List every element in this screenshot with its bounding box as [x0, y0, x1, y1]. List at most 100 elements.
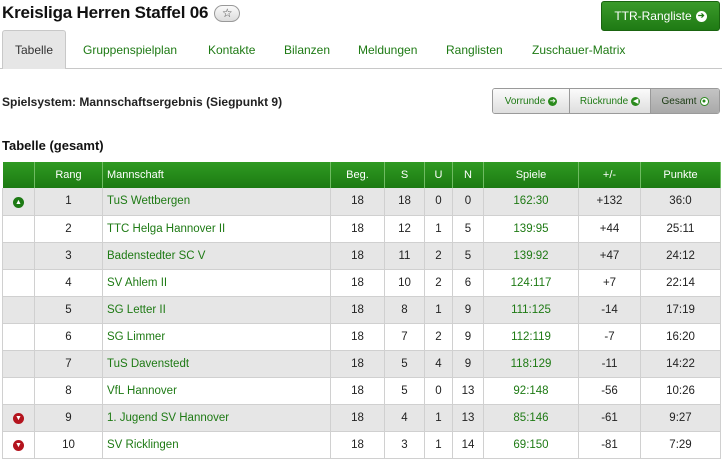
table-row: ▼ 10 SV Ricklingen 18 3 1 14 69:150 -81 7:29 [2, 431, 721, 459]
beg-cell: 18 [330, 269, 385, 297]
beg-cell: 18 [330, 242, 385, 270]
status-cell [2, 242, 35, 270]
round-segmented-control: Vorrunde ➔ Rückrunde ◀ Gesamt ● [492, 88, 720, 114]
team-link[interactable]: VfL Hannover [102, 377, 331, 405]
team-link[interactable]: SV Ricklingen [102, 431, 331, 459]
u-cell: 1 [424, 431, 453, 459]
s-cell: 3 [384, 431, 425, 459]
s-cell: 5 [384, 377, 425, 405]
status-cell [2, 215, 35, 243]
n-cell: 5 [452, 215, 484, 243]
beg-cell: 18 [330, 215, 385, 243]
diff-cell: -7 [578, 323, 641, 351]
beg-cell: 18 [330, 404, 385, 432]
tab-meldungen[interactable]: Meldungen [358, 30, 417, 69]
tab-kontakte[interactable]: Kontakte [208, 30, 255, 69]
relegation-icon: ▼ [13, 440, 24, 451]
tab-gruppenspielplan[interactable]: Gruppenspielplan [83, 30, 177, 69]
beg-cell: 18 [330, 377, 385, 405]
diff-cell: +44 [578, 215, 641, 243]
s-cell: 8 [384, 296, 425, 324]
tab-tabelle[interactable]: Tabelle [2, 30, 66, 69]
team-link[interactable]: 1. Jugend SV Hannover [102, 404, 331, 432]
diff-cell: +132 [578, 188, 641, 216]
beg-cell: 18 [330, 350, 385, 378]
punkte-cell: 9:27 [640, 404, 721, 432]
relegation-icon: ▼ [13, 413, 24, 424]
team-link[interactable]: SG Limmer [102, 323, 331, 351]
arrow-right-circle-icon: ➔ [695, 10, 707, 22]
tab-label: Meldungen [358, 42, 418, 57]
n-cell: 9 [452, 350, 484, 378]
rueckrunde-button[interactable]: Rückrunde ◀ [570, 89, 651, 113]
spiele-link[interactable]: 92:148 [483, 377, 579, 405]
table-row: 7 TuS Davenstedt 18 5 4 9 118:129 -11 14:22 [2, 350, 721, 378]
rang-cell: 2 [34, 215, 103, 243]
diff-cell: -81 [578, 431, 641, 459]
diff-cell: -11 [578, 350, 641, 378]
rang-cell: 3 [34, 242, 103, 270]
n-cell: 5 [452, 242, 484, 270]
promotion-icon: ▲ [13, 196, 24, 208]
col-spiele: Spiele [483, 162, 579, 188]
ttr-rangliste-button[interactable]: TTR-Rangliste ➔ [601, 1, 720, 31]
col-begegnungen: Beg. [330, 162, 385, 188]
u-cell: 4 [424, 350, 453, 378]
arrow-right-circle-icon: ➔ [548, 96, 558, 106]
tab-ranglisten[interactable]: Ranglisten [446, 30, 503, 69]
status-cell [2, 323, 35, 351]
diff-cell: +7 [578, 269, 641, 297]
punkte-cell: 14:22 [640, 350, 721, 378]
n-cell: 13 [452, 377, 484, 405]
spiele-link[interactable]: 85:146 [483, 404, 579, 432]
star-icon: ☆ [221, 6, 233, 20]
beg-cell: 18 [330, 323, 385, 351]
ttr-rangliste-label: TTR-Rangliste [614, 9, 692, 23]
punkte-cell: 25:11 [640, 215, 721, 243]
rang-cell: 6 [34, 323, 103, 351]
vorrunde-button[interactable]: Vorrunde ➔ [493, 89, 570, 113]
spielsystem-label: Spielsystem: Mannschaftsergebnis (Siegpu… [2, 95, 283, 109]
team-link[interactable]: TTC Helga Hannover II [102, 215, 331, 243]
s-cell: 11 [384, 242, 425, 270]
rang-cell: 8 [34, 377, 103, 405]
col-mannschaft: Mannschaft [102, 162, 331, 188]
spiele-link[interactable]: 139:92 [483, 242, 579, 270]
spiele-link[interactable]: 69:150 [483, 431, 579, 459]
punkte-cell: 17:19 [640, 296, 721, 324]
spiele-link[interactable]: 124:117 [483, 269, 579, 297]
n-cell: 9 [452, 323, 484, 351]
punkte-cell: 16:20 [640, 323, 721, 351]
page-title: Kreisliga Herren Staffel 06 [2, 3, 209, 22]
tab-label: Gruppenspielplan [83, 42, 178, 57]
spiele-link[interactable]: 139:95 [483, 215, 579, 243]
tab-label: Tabelle [14, 43, 54, 57]
punkte-cell: 10:26 [640, 377, 721, 405]
table-body: ▲ 1 TuS Wettbergen 18 18 0 0 162:30 +132 36:0 2 TTC… [2, 188, 721, 459]
gesamt-button[interactable]: Gesamt ● [651, 89, 719, 113]
favorite-star-button[interactable]: ☆ [214, 4, 241, 22]
tab-label: Bilanzen [284, 42, 331, 57]
tab-bilanzen[interactable]: Bilanzen [284, 30, 330, 69]
team-link[interactable]: SV Ahlem II [102, 269, 331, 297]
team-link[interactable]: TuS Wettbergen [102, 188, 331, 216]
spiele-link[interactable]: 162:30 [483, 188, 579, 216]
spiele-link[interactable]: 111:125 [483, 296, 579, 324]
team-link[interactable]: Badenstedter SC V [102, 242, 331, 270]
team-link[interactable]: TuS Davenstedt [102, 350, 331, 378]
col-differenz: +/- [578, 162, 641, 188]
rang-cell: 9 [34, 404, 103, 432]
s-cell: 7 [384, 323, 425, 351]
punkte-cell: 36:0 [640, 188, 721, 216]
spiele-link[interactable]: 118:129 [483, 350, 579, 378]
punkte-cell: 7:29 [640, 431, 721, 459]
table-header-row: Rang Mannschaft Beg. S U N Spiele +/- Pu… [2, 162, 721, 188]
punkte-cell: 24:12 [640, 242, 721, 270]
vorrunde-label: Vorrunde [504, 95, 546, 107]
n-cell: 13 [452, 404, 484, 432]
team-link[interactable]: SG Letter II [102, 296, 331, 324]
tab-zuschauer-matrix[interactable]: Zuschauer-Matrix [532, 30, 625, 69]
status-cell: ▼ [2, 431, 35, 459]
beg-cell: 18 [330, 188, 385, 216]
spiele-link[interactable]: 112:119 [483, 323, 579, 351]
